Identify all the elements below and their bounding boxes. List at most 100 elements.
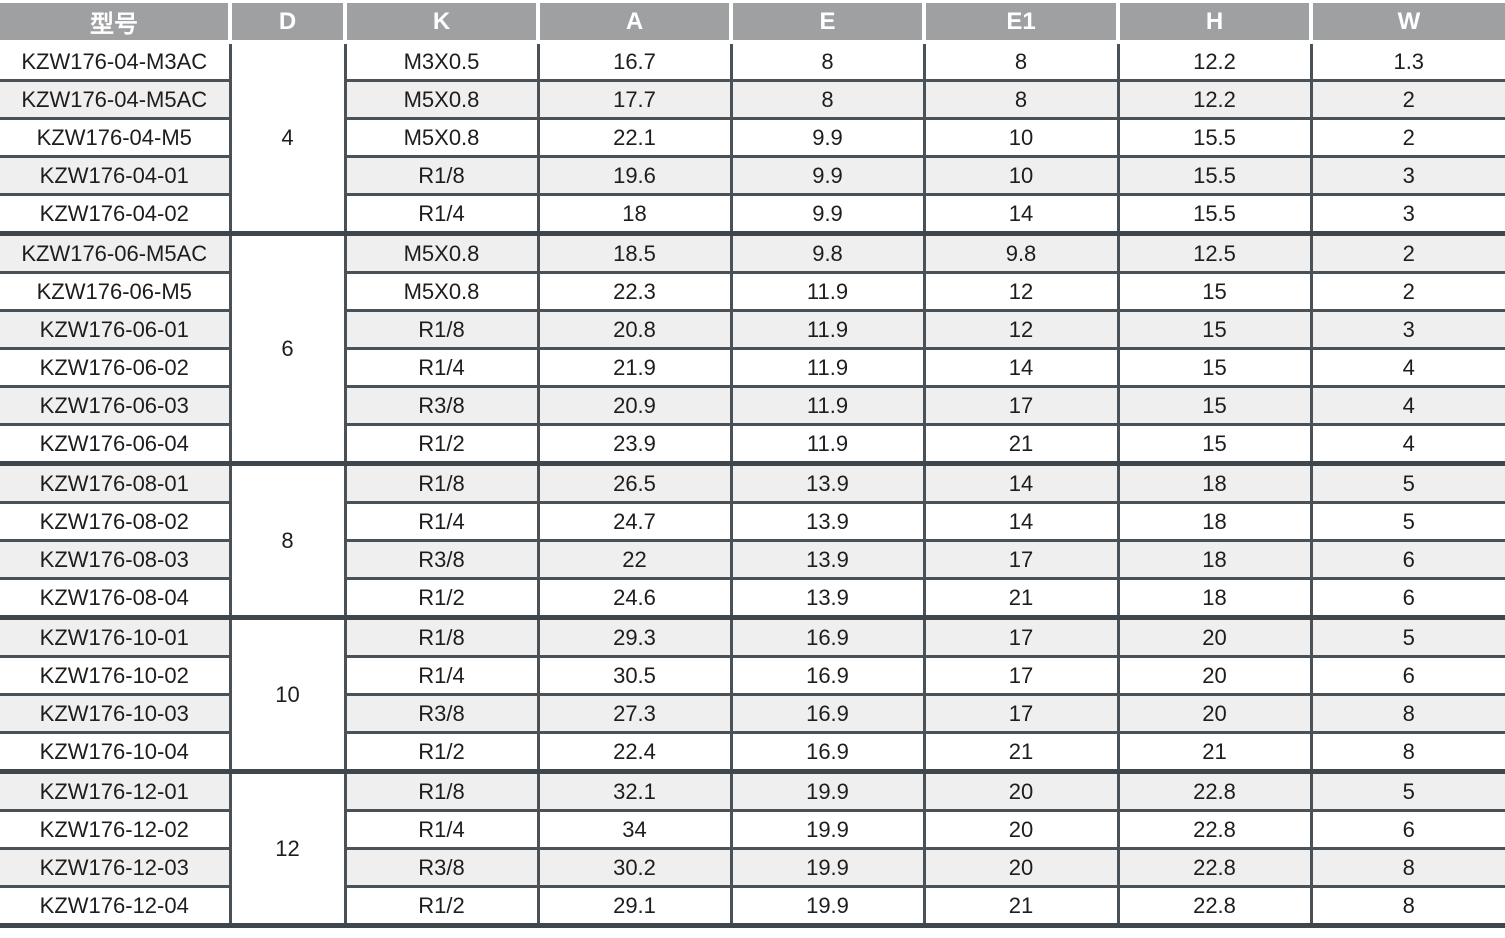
e-cell: 16.9 [731,693,926,733]
k-cell: R1/4 [345,809,540,849]
w-cell: 2 [1311,117,1505,157]
e-cell: 9.8 [731,231,926,273]
a-cell: 21.9 [538,347,733,387]
e-cell: 11.9 [731,347,926,387]
table-row: KZW176-08-03 R3/8 22 13.9 17 18 6 [0,539,1505,579]
col-header-w: W [1311,3,1505,44]
e1-cell: 12 [924,309,1120,349]
table-row: KZW176-06-M5AC 6 M5X0.8 18.5 9.8 9.8 12.… [0,231,1505,464]
table-row: KZW176-04-01 R1/8 19.6 9.9 10 15.5 3 [0,155,1505,195]
col-header-e: E [731,3,926,44]
w-cell: 5 [1311,501,1505,541]
k-cell: R1/8 [345,155,540,195]
a-cell: 23.9 [538,423,733,464]
model-cell: KZW176-08-03 [0,539,232,579]
e1-cell: 17 [924,539,1120,579]
h-cell: 20 [1118,693,1313,733]
e-cell: 11.9 [731,423,926,464]
w-cell: 8 [1311,847,1505,887]
a-cell: 22.1 [538,117,733,157]
a-cell: 26.5 [538,461,733,503]
model-cell: KZW176-06-02 [0,347,232,387]
h-cell: 22.8 [1118,847,1313,887]
col-header-e1: E1 [924,3,1120,44]
h-cell: 22.8 [1118,809,1313,849]
e-cell: 8 [731,79,926,119]
a-cell: 32.1 [538,769,733,811]
w-cell: 4 [1311,347,1505,387]
a-cell: 18.5 [538,231,733,273]
table-row: KZW176-10-03 R3/8 27.3 16.9 17 20 8 [0,693,1505,733]
h-cell: 20 [1118,655,1313,695]
table-row: KZW176-12-03 R3/8 30.2 19.9 20 22.8 8 [0,847,1505,887]
model-cell: KZW176-10-03 [0,693,232,733]
h-cell: 15.5 [1118,155,1313,195]
w-cell: 1.3 [1393,48,1425,74]
w-cell: 6 [1311,539,1505,579]
model-cell: KZW176-04-01 [0,155,232,195]
e1-cell: 17 [924,655,1120,695]
e-cell: 11.9 [731,309,926,349]
w-cell: 6 [1311,577,1505,618]
e-cell: 19.9 [731,885,926,926]
table-row: KZW176-12-02 R1/4 34 19.9 20 22.8 6 [0,809,1505,849]
h-cell: 15 [1118,423,1313,464]
k-cell: R1/4 [345,655,540,695]
table-row: KZW176-04-M5 M5X0.8 22.1 9.9 10 15.5 2 [0,117,1505,157]
table-row: KZW176-06-M5 M5X0.8 22.3 11.9 12 15 2 [0,271,1505,311]
h-cell: 18 [1118,577,1313,618]
h-cell: 18 [1118,461,1313,503]
e1-cell: 21 [924,885,1120,926]
table-body: KZW176-04-M3AC 4 M3X0.5 16.7 8 8 12.2 1.… [0,42,1505,926]
table-row: KZW176-04-02 R1/4 18 9.9 14 15.5 3 [0,193,1505,234]
e-cell: 8 [731,42,926,81]
k-cell: R3/8 [345,847,540,887]
w-cell: 6 [1311,809,1505,849]
e1-cell: 21 [924,423,1120,464]
model-cell: KZW176-12-03 [0,847,232,887]
a-cell: 24.7 [538,501,733,541]
a-cell: 27.3 [538,693,733,733]
d-group-cell: 8 [230,461,347,618]
w-cell: 3 [1311,309,1505,349]
k-cell: M5X0.8 [345,271,540,311]
e1-cell: 14 [924,193,1120,234]
table-row: KZW176-08-01 8 R1/8 26.5 13.9 14 18 5 [0,461,1505,618]
d-group-cell: 4 [230,42,347,234]
e-cell: 19.9 [731,847,926,887]
col-header-d: D [230,3,347,44]
model-cell: KZW176-04-M5 [0,117,232,157]
spec-sheet: 型号 D K A E E1 H W KZW176-04-M3AC 4 M3X0.… [0,3,1505,928]
e1-cell: 14 [924,347,1120,387]
a-cell: 17.7 [538,79,733,119]
w-cell: 2 [1311,79,1505,119]
table-row: KZW176-04-M5AC M5X0.8 17.7 8 8 12.2 2 [0,79,1505,119]
h-cell: 15 [1118,347,1313,387]
e1-cell: 21 [924,577,1120,618]
k-cell: R1/2 [345,885,540,926]
table-row: KZW176-06-04 R1/2 23.9 11.9 21 15 4 [0,423,1505,464]
e1-cell: 14 [924,501,1120,541]
e1-cell: 9.8 [924,231,1120,273]
k-cell: R1/2 [345,731,540,772]
h-cell: 15 [1118,271,1313,311]
e1-cell: 14 [924,461,1120,503]
table-row: KZW176-12-01 12 R1/8 32.1 19.9 20 22.8 5 [0,769,1505,926]
a-cell: 29.1 [538,885,733,926]
a-cell: 29.3 [538,615,733,657]
w-cell: 8 [1311,693,1505,733]
e-cell: 9.9 [731,155,926,195]
a-cell: 30.2 [538,847,733,887]
h-cell: 21 [1118,731,1313,772]
a-cell: 16.7 [538,42,733,81]
model-cell: KZW176-06-01 [0,309,232,349]
model-cell: KZW176-04-02 [0,193,232,234]
model-cell: KZW176-06-04 [0,423,232,464]
e1-cell: 10 [924,117,1120,157]
d-group-cell: 12 [230,769,347,926]
e1-cell: 8 [924,42,1120,81]
e-cell: 13.9 [731,501,926,541]
e-cell: 19.9 [731,809,926,849]
h-cell: 18 [1118,539,1313,579]
a-cell: 24.6 [538,577,733,618]
